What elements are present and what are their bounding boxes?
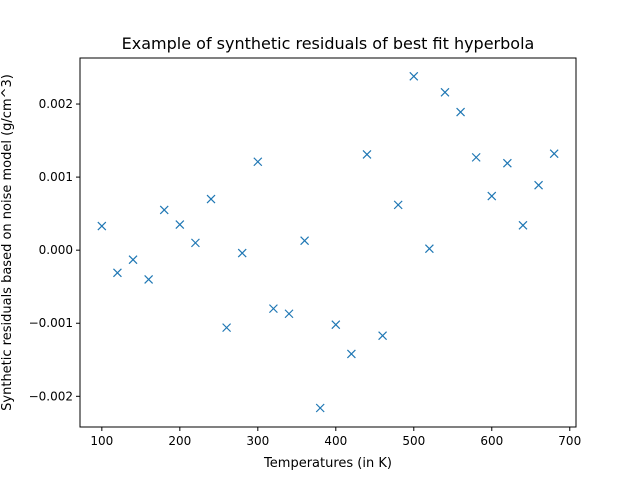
data-point: [253, 157, 263, 167]
x-tick-label: 700: [558, 434, 581, 448]
data-point: [346, 349, 356, 359]
data-point: [206, 194, 216, 204]
data-point: [378, 331, 388, 341]
data-point: [502, 158, 512, 168]
data-point: [222, 323, 232, 333]
data-point: [128, 255, 138, 265]
data-point: [518, 220, 528, 230]
y-tick-label: −0.001: [29, 316, 73, 330]
x-tick-label: 400: [324, 434, 347, 448]
data-point: [113, 268, 122, 278]
x-axis: 100 200 300 400 500 600 700: [90, 427, 581, 448]
x-tick-label: 300: [246, 434, 269, 448]
y-axis-label: Synthetic residuals based on noise model…: [0, 74, 15, 411]
data-point: [471, 152, 481, 162]
data-point: [440, 87, 450, 97]
data-point: [393, 200, 403, 210]
data-point: [409, 71, 419, 81]
y-axis: −0.002 −0.001 0.000 0.001 0.002: [29, 97, 80, 403]
x-tick-label: 600: [480, 434, 503, 448]
data-point: [190, 238, 200, 248]
data-point: [175, 220, 185, 230]
x-tick-label: 500: [402, 434, 425, 448]
data-point: [331, 320, 341, 330]
y-tick-label: 0.000: [39, 243, 73, 257]
data-point: [144, 274, 154, 284]
data-point: [315, 403, 325, 413]
data-point: [268, 304, 278, 314]
data-point: [159, 205, 169, 215]
data-point: [237, 248, 247, 258]
data-point: [549, 149, 559, 159]
data-point: [362, 150, 372, 159]
data-points: [97, 71, 559, 413]
chart-title: Example of synthetic residuals of best f…: [122, 34, 535, 53]
y-tick-label: 0.001: [39, 170, 73, 184]
plot-frame: [79, 57, 577, 428]
data-point: [456, 107, 466, 117]
data-point: [424, 244, 434, 254]
y-tick-label: 0.002: [39, 97, 73, 111]
data-point: [487, 191, 497, 201]
x-tick-label: 100: [90, 434, 113, 448]
data-point: [284, 309, 294, 319]
data-point: [534, 180, 543, 190]
data-point: [300, 236, 310, 246]
x-tick-label: 200: [168, 434, 191, 448]
data-point: [97, 221, 107, 231]
y-tick-label: −0.002: [29, 389, 73, 403]
x-axis-label: Temperatures (in K): [263, 456, 392, 471]
